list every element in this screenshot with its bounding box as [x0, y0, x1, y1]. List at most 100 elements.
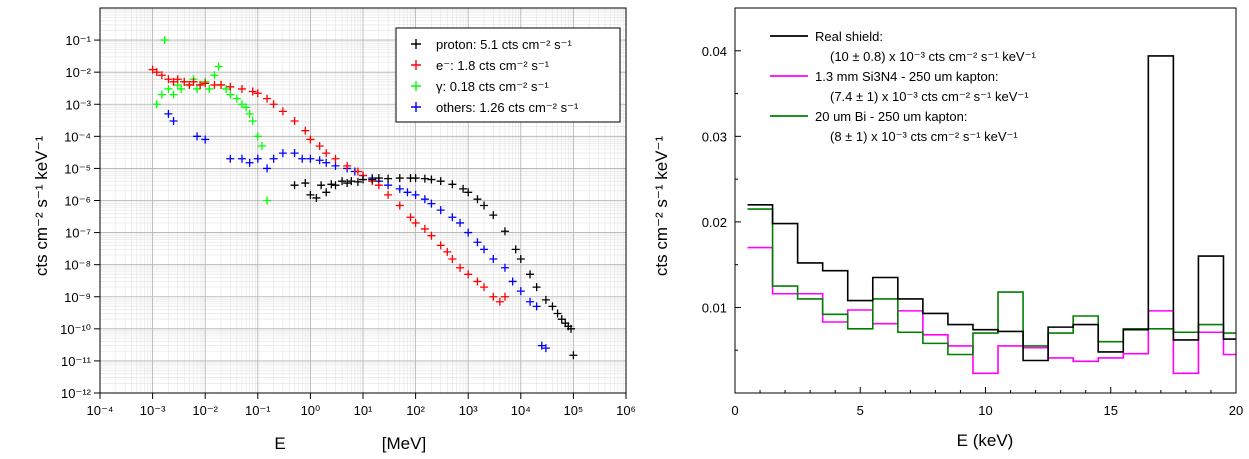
left-data-point	[306, 154, 315, 163]
left-data-point	[343, 161, 352, 170]
left-series-0	[290, 174, 578, 360]
left-data-point	[553, 309, 562, 318]
left-x-tick-label: 10⁵	[563, 403, 583, 418]
left-data-point	[541, 344, 550, 353]
left-data-point	[384, 174, 393, 183]
left-data-point	[480, 201, 489, 210]
right-series-lines	[747, 55, 1236, 375]
left-data-point	[384, 190, 393, 199]
right-x-tick-label: 0	[731, 403, 738, 418]
left-data-point	[263, 196, 272, 205]
left-data-point	[290, 117, 299, 126]
left-data-point	[526, 270, 535, 279]
left-legend-marker	[411, 102, 421, 112]
left-data-point	[427, 199, 436, 208]
left-data-point	[157, 90, 166, 99]
left-legend-label: others: 1.26 cts cm⁻² s⁻¹	[436, 100, 579, 115]
left-data-point	[436, 206, 445, 215]
left-data-point	[343, 179, 352, 188]
left-data-point	[169, 77, 178, 86]
left-data-point	[464, 228, 473, 237]
left-data-point	[489, 255, 498, 264]
left-x-tick-label: 10²	[406, 403, 425, 418]
left-y-tick-label: 10⁻⁵	[64, 161, 91, 176]
left-data-point	[495, 297, 504, 306]
left-x-tick-label: 10³	[459, 403, 478, 418]
left-data-point	[242, 103, 251, 112]
left-data-point	[148, 65, 157, 74]
right-y-tick-label: 0.04	[702, 44, 727, 59]
left-data-point	[232, 94, 241, 103]
left-data-point	[368, 175, 377, 184]
left-x-tick-label: 10⁶	[616, 403, 636, 418]
left-data-point	[448, 255, 457, 264]
right-y-axis-label: cts cm⁻² s⁻¹ keV⁻¹	[652, 136, 671, 277]
left-data-point	[500, 292, 509, 301]
left-data-point	[245, 109, 254, 118]
left-data-point	[516, 255, 525, 264]
left-legend: proton: 5.1 cts cm⁻² s⁻¹ e⁻: 1.8 cts cm⁻²…	[395, 27, 621, 123]
left-x-tick-label: 10⁻³	[140, 403, 166, 418]
left-series-3	[164, 109, 550, 353]
left-data-point	[374, 181, 383, 190]
left-data-point	[489, 292, 498, 301]
left-data-point	[420, 195, 429, 204]
left-data-point	[226, 154, 235, 163]
left-data-point	[436, 241, 445, 250]
left-data-point	[237, 84, 246, 93]
left-data-point	[459, 184, 468, 193]
left-data-point	[164, 109, 173, 118]
right-legend-value: (10 ± 0.8) x 10⁻³ cts cm⁻² s⁻¹ keV⁻¹	[830, 49, 1036, 64]
left-x-axis-label: E	[274, 434, 285, 453]
left-y-tick-label: 10⁻¹⁰	[60, 322, 91, 337]
left-data-point	[173, 75, 182, 84]
left-data-point	[177, 84, 186, 93]
left-legend-box	[395, 27, 621, 123]
left-data-point	[248, 117, 257, 126]
left-data-point	[511, 245, 520, 254]
left-data-point	[196, 80, 205, 89]
left-data-point	[557, 315, 566, 324]
left-x-tick-label: 10⁰	[301, 403, 321, 418]
left-x-ticks: 10⁻⁴ 10⁻³ 10⁻² 10⁻¹ 10⁰ 10¹ 10² 10³ 10⁴ 10⁵ 10⁶	[87, 393, 636, 418]
left-data-point	[301, 126, 310, 135]
left-data-point	[353, 167, 362, 176]
right-x-ticks: 0 5 10 15 20	[731, 387, 1243, 418]
left-data-point	[516, 287, 525, 296]
left-data-point	[322, 149, 331, 158]
left-data-point	[263, 94, 272, 103]
left-x-tick-label: 10⁴	[511, 403, 531, 418]
left-data-point	[306, 190, 315, 199]
left-y-tick-label: 10⁻²	[65, 65, 91, 80]
left-data-point	[427, 175, 436, 184]
left-data-point	[312, 193, 321, 202]
left-y-tick-label: 10⁻⁷	[65, 226, 91, 241]
left-data-point	[152, 100, 161, 109]
left-data-point	[395, 184, 404, 193]
left-data-point	[500, 227, 509, 236]
right-y-tick-label: 0.02	[702, 215, 727, 230]
left-series-1	[148, 65, 509, 306]
left-data-point	[253, 154, 262, 163]
right-x-axis-label: E (keV)	[957, 431, 1014, 450]
right-legend: Real shield: (10 ± 0.8) x 10⁻³ cts cm⁻² s…	[770, 29, 1036, 144]
left-data-point	[353, 177, 362, 186]
left-data-point	[315, 141, 324, 150]
left-data-point	[315, 156, 324, 165]
left-data-point	[253, 132, 262, 141]
left-data-point	[317, 181, 326, 190]
left-data-point	[169, 90, 178, 99]
left-data-point	[269, 154, 278, 163]
left-data-point	[201, 135, 210, 144]
left-data-point	[526, 297, 535, 306]
left-data-point	[395, 201, 404, 210]
left-data-point	[217, 80, 226, 89]
left-data-point	[532, 302, 541, 311]
left-data-point	[278, 149, 287, 158]
left-data-point	[248, 87, 257, 96]
left-data-point	[464, 188, 473, 197]
left-data-point	[185, 80, 194, 89]
left-data-point	[201, 79, 210, 88]
left-data-point	[327, 180, 336, 189]
left-data-point	[301, 179, 310, 188]
